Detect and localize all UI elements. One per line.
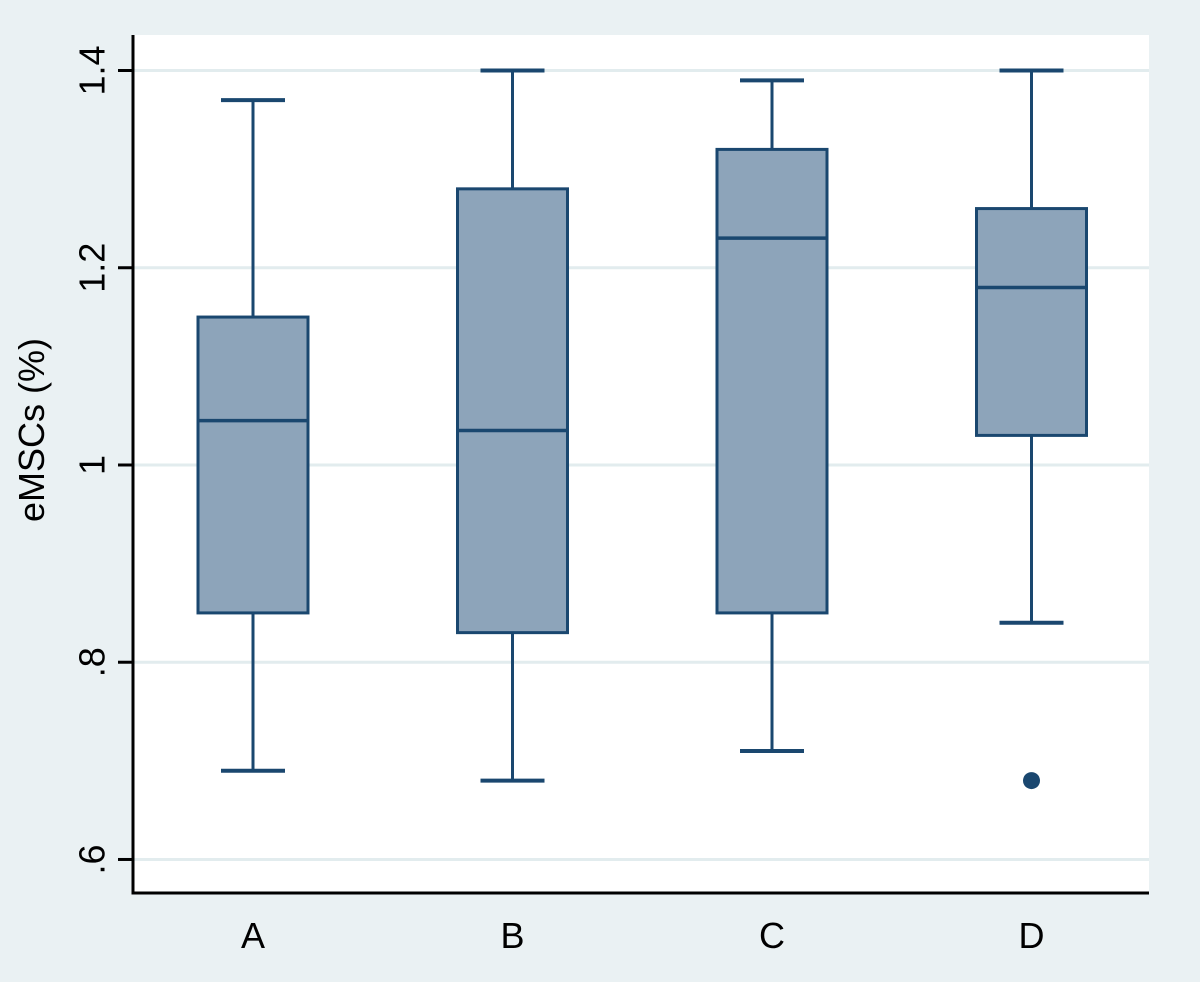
y-axis-title: eMSCs (%) — [11, 338, 52, 522]
y-tick-label: 1.4 — [72, 45, 113, 95]
iqr-box — [456, 187, 569, 635]
iqr-box — [715, 147, 829, 615]
y-tick-label: 1.2 — [72, 243, 113, 293]
iqr-box — [196, 315, 310, 615]
y-tick-label: .6 — [72, 844, 113, 874]
x-category-label: B — [500, 915, 524, 956]
x-category-label: C — [759, 915, 785, 956]
x-category-label: D — [1019, 915, 1045, 956]
iqr-box — [975, 207, 1088, 437]
y-tick-label: 1 — [72, 455, 113, 475]
box-group-A — [196, 98, 310, 773]
box-group-B — [456, 68, 569, 783]
x-category-label: A — [241, 915, 265, 956]
y-tick-label: .8 — [72, 647, 113, 677]
box-group-D — [975, 68, 1088, 790]
outlier-point — [1023, 772, 1040, 790]
box-group-C — [715, 78, 829, 753]
